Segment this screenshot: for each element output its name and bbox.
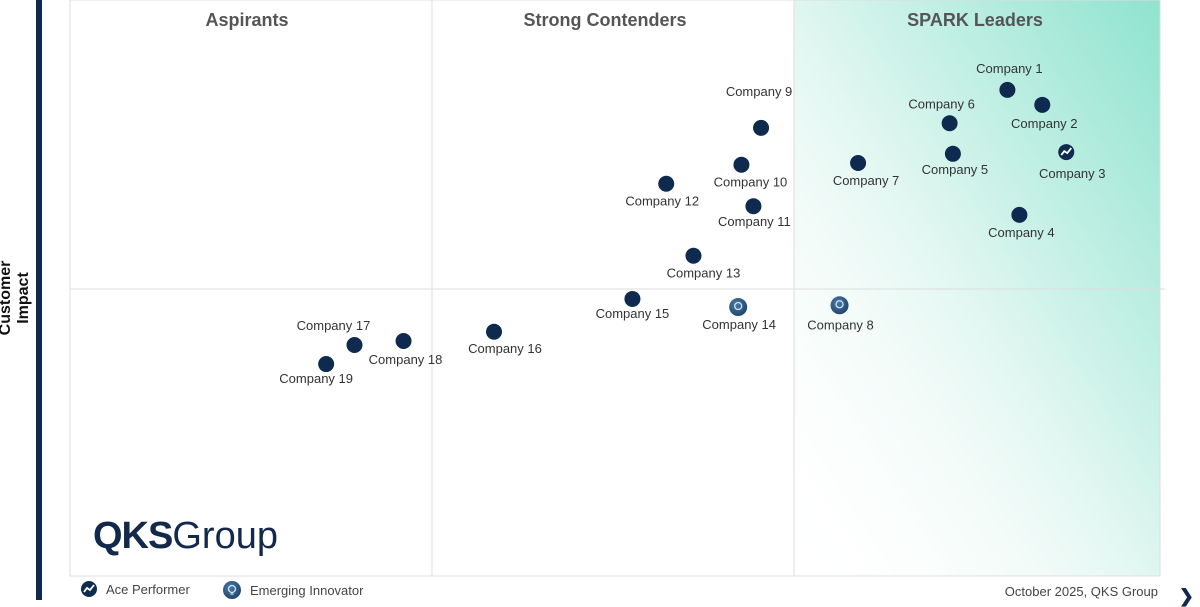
company-marker — [745, 198, 762, 215]
data-point-4[interactable]: Company 4 — [988, 206, 1055, 240]
data-point-8[interactable]: Company 8 — [807, 296, 874, 332]
company-marker — [685, 247, 702, 264]
emerging-innovator-marker — [830, 296, 849, 315]
quadrant-spark-leaders: SPARK Leaders — [907, 10, 1043, 30]
data-point-12[interactable]: Company 12 — [625, 175, 699, 209]
left-accent-bar — [36, 0, 42, 600]
data-point-11[interactable]: Company 11 — [718, 198, 791, 229]
company-marker — [944, 145, 961, 162]
company-marker — [1034, 96, 1051, 113]
company-marker — [395, 332, 412, 349]
point-label: Company 7 — [833, 173, 899, 188]
data-point-17[interactable]: Company 17 — [297, 318, 371, 354]
data-point-14[interactable]: Company 14 — [702, 298, 776, 332]
data-point-6[interactable]: Company 6 — [908, 96, 975, 132]
point-label: Company 11 — [718, 214, 791, 229]
data-point-7[interactable]: Company 7 — [833, 155, 899, 188]
point-label: Company 1 — [976, 61, 1042, 76]
point-label: Company 6 — [908, 96, 974, 111]
data-point-2[interactable]: Company 2 — [1011, 96, 1078, 131]
point-label: Company 19 — [279, 371, 353, 386]
legend-label: Emerging Innovator — [250, 582, 364, 598]
point-label: Company 10 — [714, 175, 788, 190]
quadrant-strong-contenders: Strong Contenders — [523, 10, 686, 30]
leaders-quadrant-bg — [794, 0, 1160, 576]
trend-icon — [1060, 147, 1072, 156]
point-label: Company 3 — [1039, 166, 1105, 181]
company-marker — [318, 356, 335, 373]
bulb-icon — [835, 300, 844, 309]
company-marker — [1011, 206, 1028, 223]
company-marker — [753, 119, 770, 136]
data-point-18[interactable]: Company 18 — [369, 332, 443, 367]
quadrant-aspirants: Aspirants — [205, 10, 288, 30]
arrow-icon: ❯ — [1178, 586, 1194, 606]
company-marker — [850, 155, 867, 172]
legend-emerging-innovator: Emerging Innovator — [222, 580, 363, 600]
data-point-13[interactable]: Company 13 — [667, 247, 741, 281]
emerging-innovator-marker — [729, 298, 748, 317]
company-marker — [346, 337, 363, 354]
point-label: Company 14 — [702, 317, 776, 332]
company-marker — [486, 323, 503, 340]
legend-ace-performer: Ace Performer — [80, 580, 190, 598]
point-label: Company 12 — [625, 194, 699, 209]
company-marker — [941, 115, 958, 132]
point-label: Company 8 — [807, 317, 873, 332]
data-point-15[interactable]: Company 15 — [596, 290, 670, 321]
point-label: Company 15 — [596, 306, 670, 321]
legend-label: Ace Performer — [106, 581, 190, 597]
data-point-19[interactable]: Company 19 — [279, 356, 353, 386]
ace-performer-icon — [81, 581, 97, 597]
qks-group-logo: QKSGroup — [93, 515, 278, 557]
plot-border — [69, 0, 1161, 577]
company-marker — [733, 156, 750, 173]
point-label: Company 17 — [297, 318, 371, 333]
data-point-3[interactable]: Company 3 — [1039, 144, 1106, 181]
bulb-icon — [734, 301, 743, 311]
point-label: Company 18 — [369, 352, 443, 367]
data-point-16[interactable]: Company 16 — [468, 323, 542, 356]
data-point-1[interactable]: Company 1 — [976, 61, 1043, 98]
point-label: Company 4 — [988, 225, 1054, 240]
point-label: Company 9 — [726, 84, 792, 99]
emerging-innovator-icon — [223, 581, 241, 599]
point-label: Company 16 — [468, 341, 542, 356]
company-marker — [624, 290, 641, 307]
point-label: Company 5 — [922, 162, 988, 177]
data-point-10[interactable]: Company 10 — [714, 156, 788, 190]
data-point-9[interactable]: Company 9 — [726, 84, 792, 136]
data-point-5[interactable]: Company 5 — [922, 145, 988, 177]
company-marker — [658, 175, 675, 192]
footer-date: October 2025, QKS Group — [1004, 584, 1158, 599]
company-marker — [999, 81, 1016, 98]
point-label: Company 2 — [1011, 116, 1077, 131]
point-label: Company 13 — [667, 266, 741, 281]
